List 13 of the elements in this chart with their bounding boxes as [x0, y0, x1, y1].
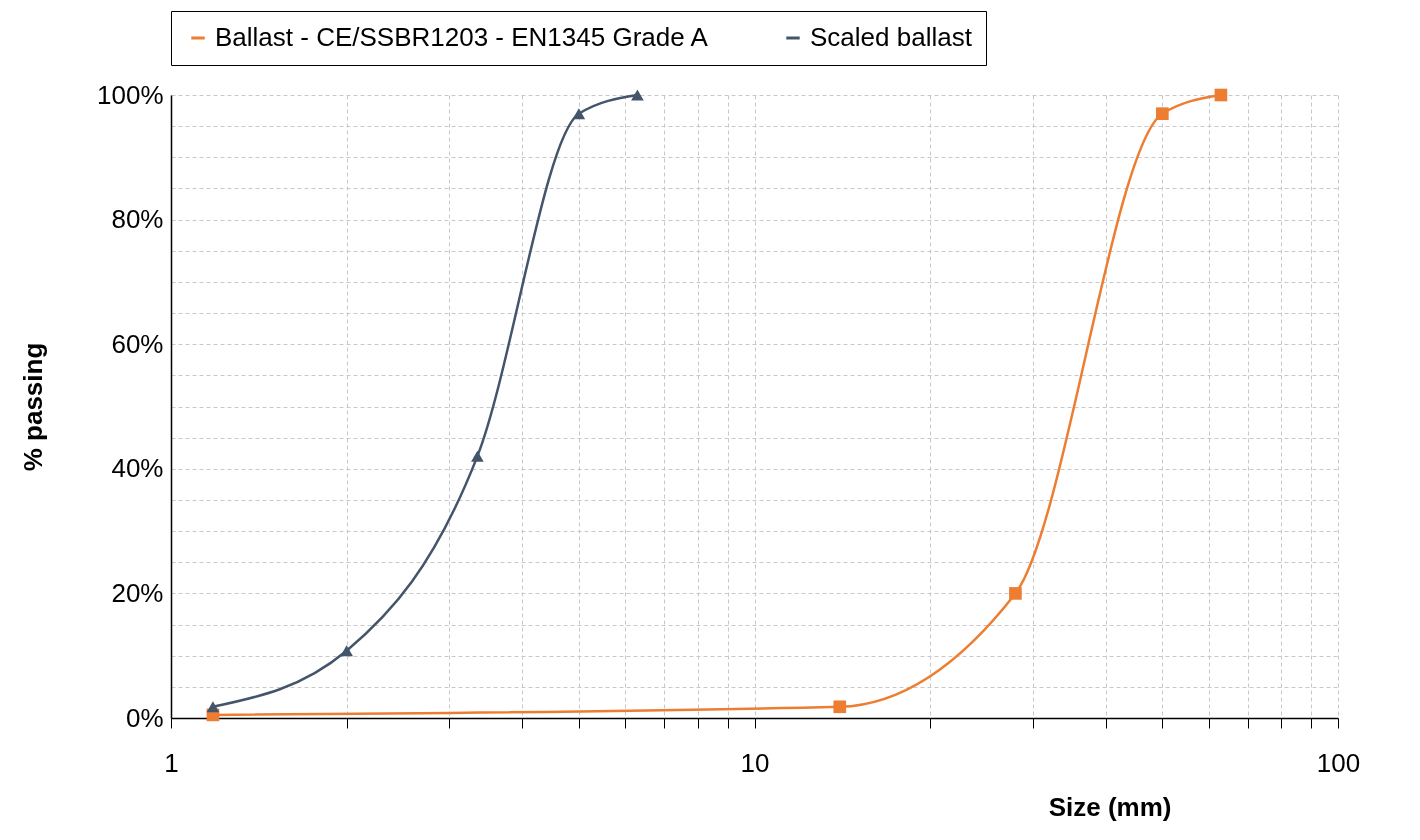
y-axis-title: % passing	[18, 342, 48, 472]
y-tick-label: 20%	[111, 577, 164, 608]
x-tick-label: 100	[1316, 747, 1361, 778]
legend-label: Ballast - CE/SSBR1203 - EN1345 Grade A	[215, 22, 709, 52]
x-tick-label: 10	[740, 747, 770, 778]
y-tick-label: 80%	[111, 204, 164, 235]
y-tick-label: 40%	[111, 453, 164, 484]
y-tick-label: 0%	[125, 702, 164, 733]
y-tick-label: 60%	[111, 328, 164, 359]
x-tick-label: 1	[164, 747, 179, 778]
y-tick-label: 100%	[97, 79, 164, 110]
legend-label: Scaled ballast	[810, 22, 973, 52]
x-axis-title: Size (mm)	[1048, 791, 1172, 822]
